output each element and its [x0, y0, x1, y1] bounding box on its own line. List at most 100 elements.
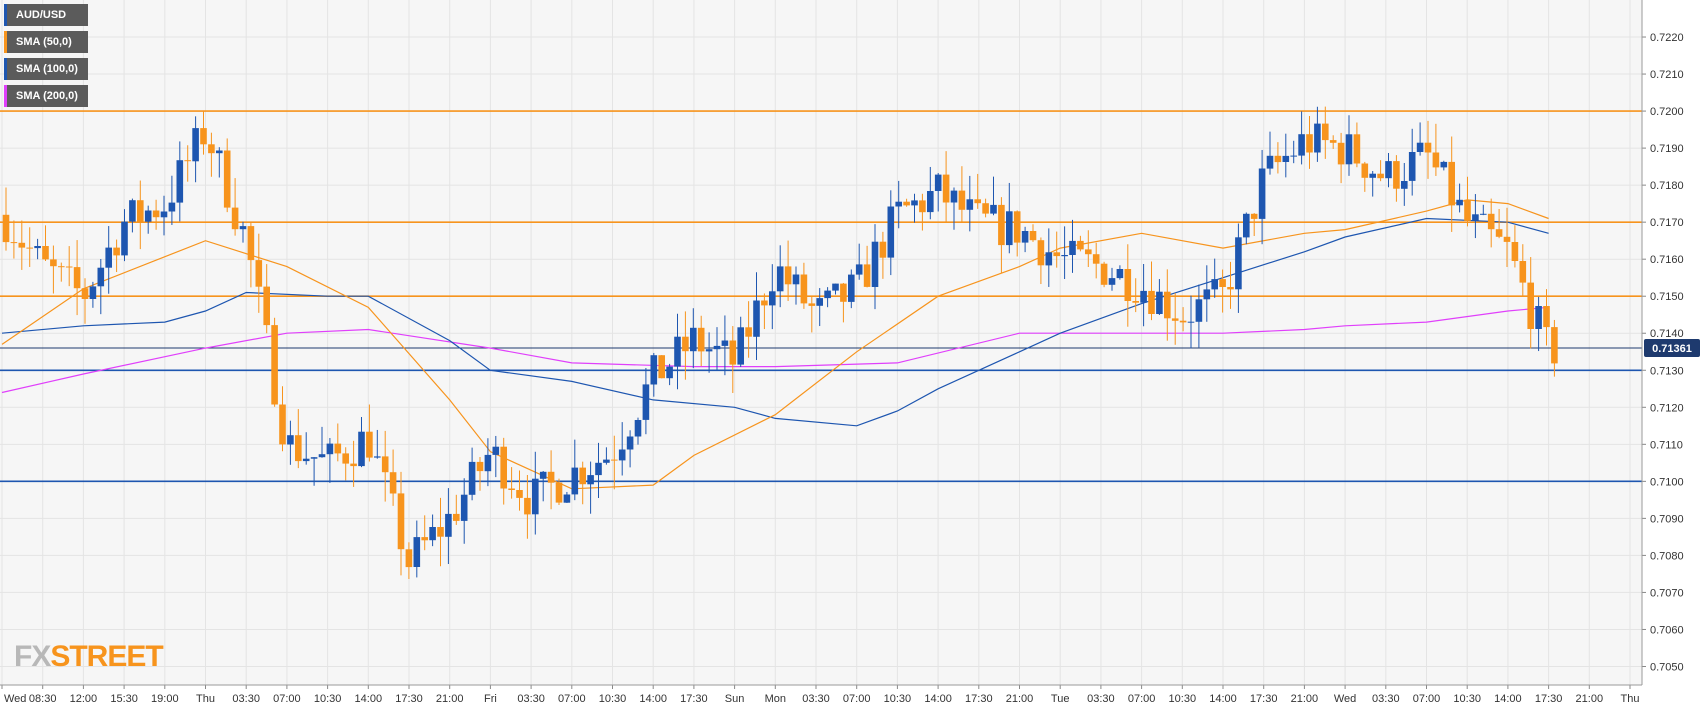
- candle-down: [18, 242, 26, 248]
- candle-up: [1045, 252, 1053, 266]
- candle-up: [855, 264, 863, 275]
- candle-up: [192, 128, 199, 162]
- candle-down: [263, 286, 270, 326]
- candle-up: [887, 206, 895, 258]
- y-tick-label: 0.7090: [1650, 513, 1684, 525]
- x-tick-label: 17:30: [965, 693, 993, 705]
- candle-up: [1195, 299, 1203, 322]
- candle-down: [1092, 254, 1100, 264]
- candle-down: [389, 472, 397, 494]
- candle-up: [318, 454, 326, 458]
- candle-down: [1337, 142, 1345, 165]
- candle-up: [650, 355, 658, 385]
- candle-down: [1148, 290, 1155, 314]
- candle-down: [113, 247, 120, 256]
- candle-down: [42, 246, 49, 260]
- y-tick-label: 0.7100: [1650, 476, 1684, 488]
- x-tick-label: 10:30: [314, 693, 342, 705]
- sma-layer: [1, 199, 1549, 490]
- x-tick-label: 07:00: [558, 693, 586, 705]
- candle-up: [460, 494, 468, 521]
- x-tick-label: 14:00: [1494, 693, 1522, 705]
- x-tick-label: 10:30: [884, 693, 912, 705]
- candle-down: [547, 471, 555, 483]
- sma200-line: [1, 306, 1549, 394]
- x-tick-label: 03:30: [1087, 693, 1115, 705]
- x-tick-label: 17:30: [1535, 693, 1563, 705]
- candle-down: [200, 128, 207, 145]
- candle-up: [626, 436, 634, 450]
- legend-swatch: [4, 4, 7, 26]
- x-tick-label: 21:00: [1291, 693, 1319, 705]
- candle-up: [105, 247, 112, 268]
- fxstreet-logo: FXSTREET: [14, 640, 164, 674]
- candle-up: [1156, 291, 1163, 314]
- candle-down: [919, 200, 926, 213]
- candle-down: [1306, 134, 1313, 153]
- candle-down: [231, 207, 239, 230]
- candle-down: [1179, 320, 1187, 323]
- candle-down: [1171, 318, 1179, 321]
- candle-up: [792, 274, 800, 285]
- candle-up: [587, 475, 594, 485]
- candle-up: [129, 200, 136, 222]
- candle-up: [705, 349, 713, 352]
- candle-up: [1116, 269, 1124, 279]
- candle-down: [421, 537, 428, 541]
- y-tick-label: 0.7190: [1650, 143, 1684, 155]
- candle-down: [1085, 249, 1092, 255]
- candle-up: [1345, 134, 1353, 165]
- candle-up: [990, 204, 997, 214]
- x-tick-label: 14:00: [924, 693, 952, 705]
- x-tick-label: Thu: [1621, 693, 1640, 705]
- candle-up: [429, 527, 436, 541]
- candle-down: [784, 266, 792, 285]
- axis-layer: Wed 08:30 12:00 15:30 19:00 Thu 03:30 07:00 10:3…: [0, 0, 1700, 705]
- candle-up: [484, 454, 492, 472]
- candle-up: [721, 340, 729, 346]
- candle-down: [50, 259, 57, 267]
- candle-down: [1077, 240, 1084, 250]
- x-tick-label: 15:30: [110, 693, 138, 705]
- x-tick-label: 21:00: [436, 693, 464, 705]
- candle-down: [271, 325, 278, 405]
- candle-up: [871, 241, 879, 287]
- candle-up: [326, 443, 334, 455]
- candle-up: [1061, 255, 1068, 257]
- x-tick-label: 07:00: [273, 693, 301, 705]
- candle-up: [144, 210, 152, 222]
- candle-down: [1432, 152, 1440, 168]
- candle-down: [1448, 161, 1455, 206]
- candle-up: [1258, 168, 1266, 219]
- x-tick-label: Wed: [1334, 693, 1356, 705]
- legend-item-sma100[interactable]: SMA (100,0): [4, 58, 88, 80]
- candle-up: [934, 174, 942, 191]
- candle-down: [840, 283, 847, 302]
- candle-down: [1037, 240, 1045, 266]
- legend-item-symbol[interactable]: AUD/USD: [4, 4, 88, 26]
- candle-down: [1329, 140, 1337, 143]
- legend-item-sma200[interactable]: SMA (200,0): [4, 85, 88, 107]
- candle-down: [1227, 287, 1234, 290]
- legend-item-sma50[interactable]: SMA (50,0): [4, 31, 88, 53]
- candle-down: [611, 459, 618, 461]
- y-tick-label: 0.7140: [1650, 328, 1684, 340]
- candle-down: [682, 336, 689, 352]
- candle-up: [563, 494, 571, 503]
- x-tick-label: 03:30: [232, 693, 260, 705]
- candle-up: [97, 267, 105, 287]
- sma100-line: [1, 217, 1549, 427]
- x-tick-label: Wed: [4, 693, 26, 705]
- x-tick-label: 07:00: [1128, 693, 1156, 705]
- candle-up: [776, 266, 784, 292]
- x-tick-label: 07:00: [843, 693, 871, 705]
- y-tick-label: 0.7210: [1650, 69, 1684, 81]
- candle-up: [1243, 213, 1250, 238]
- candle-down: [524, 497, 531, 515]
- candle-down: [1013, 211, 1021, 243]
- candle-up: [737, 327, 744, 365]
- x-tick-label: 07:00: [1413, 693, 1441, 705]
- candle-up: [832, 283, 839, 291]
- candle-down: [508, 488, 515, 490]
